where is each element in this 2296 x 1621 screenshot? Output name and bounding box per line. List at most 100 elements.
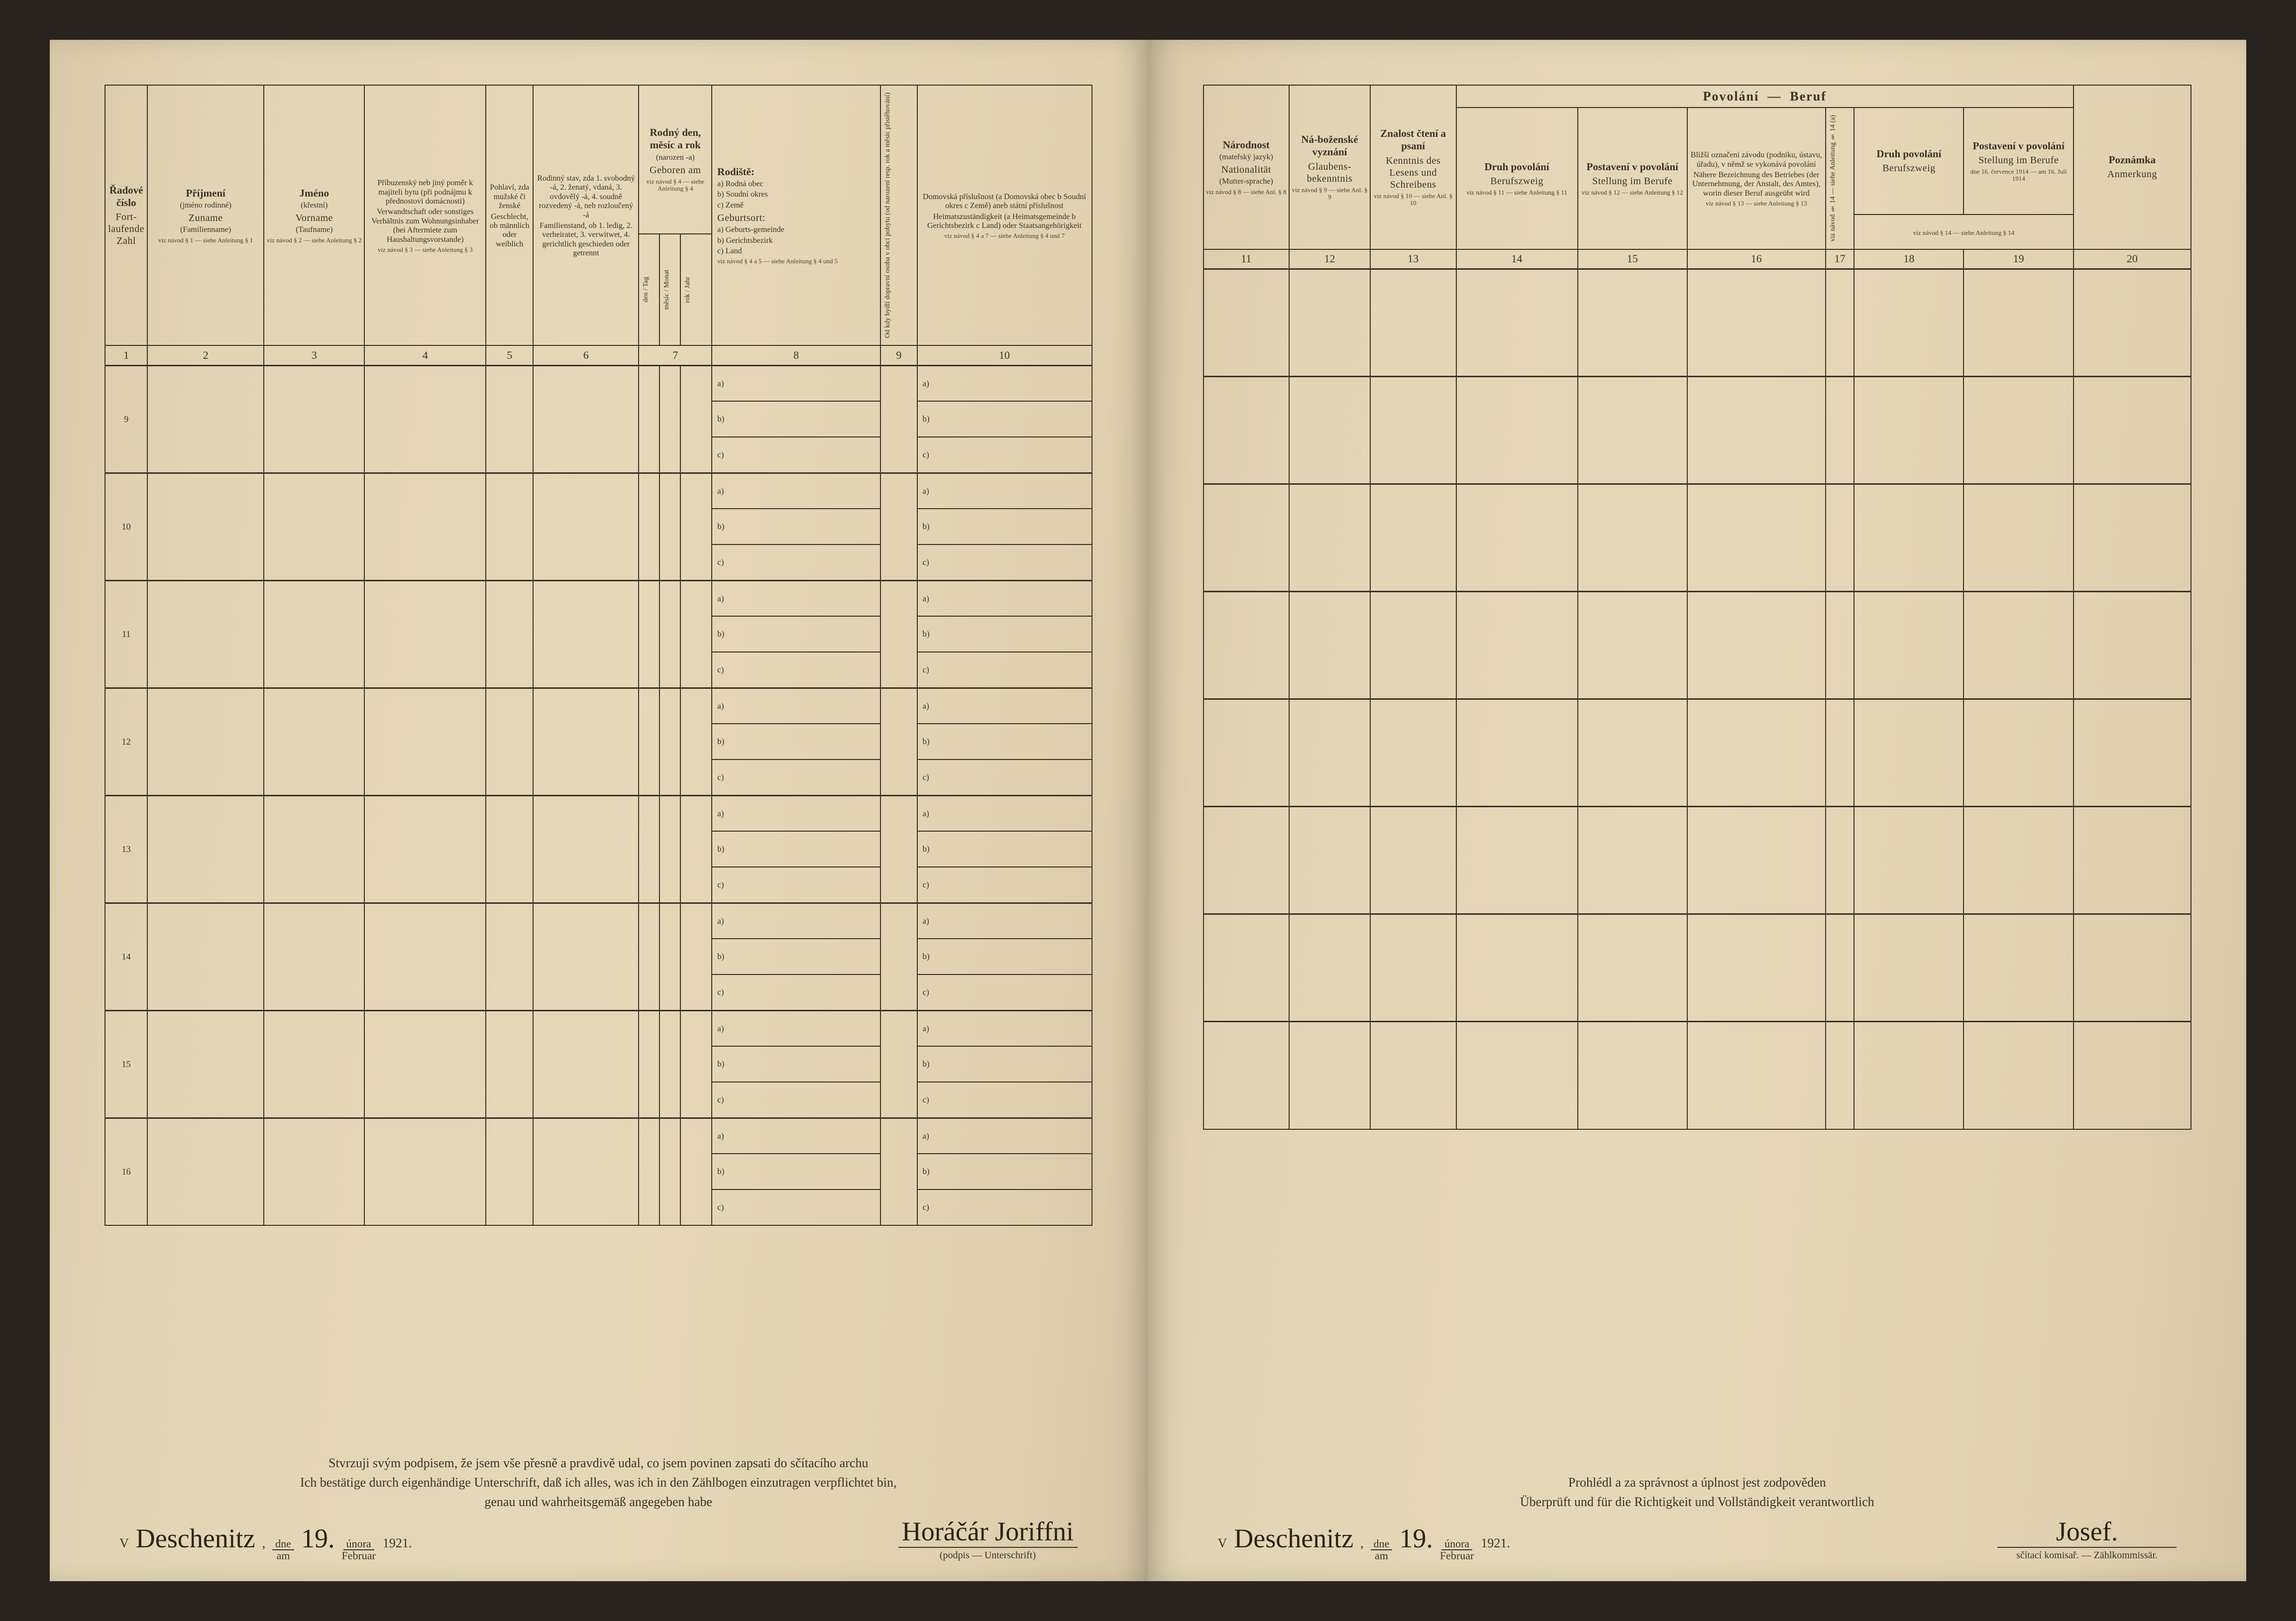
table-row: 12a)a) xyxy=(105,688,1092,724)
cell xyxy=(1578,807,1687,914)
cell xyxy=(1964,592,2073,699)
cell xyxy=(1203,269,1290,377)
left-body: 9a)a)b)b)c)c)10a)a)b)b)c)c)11a)a)b)b)c)c… xyxy=(105,365,1092,1225)
cell xyxy=(1456,377,1578,484)
col2-head: Příjmení (jméno rodinné) Zuname (Familie… xyxy=(147,85,264,345)
n5: 5 xyxy=(486,345,533,365)
col11-head: Národnost (mateřský jazyk) Nationalität … xyxy=(1203,85,1290,249)
header-row-right-1: Národnost (mateřský jazyk) Nationalität … xyxy=(1203,85,2191,108)
subrow-label: c) xyxy=(712,867,880,903)
subrow-label: c) xyxy=(712,544,880,580)
cell xyxy=(147,688,264,795)
cell xyxy=(533,365,639,473)
cell xyxy=(1826,807,1855,914)
cell xyxy=(2074,592,2191,699)
n2: 2 xyxy=(147,345,264,365)
cell xyxy=(680,903,712,1010)
subrow-label-2: c) xyxy=(917,652,1092,688)
subrow-label-2: c) xyxy=(917,544,1092,580)
cell xyxy=(680,688,712,795)
footer-left-l3: genau und wahrheitsgemäß angegeben habe xyxy=(139,1492,1058,1512)
footer-left-l1: Stvrzuji svým podpisem, že jsem vše přes… xyxy=(139,1453,1058,1473)
subrow-label-2: c) xyxy=(917,1189,1092,1225)
cell xyxy=(880,1010,917,1118)
cell xyxy=(2074,807,2191,914)
cell xyxy=(659,580,680,688)
subrow-label: a) xyxy=(712,1010,880,1046)
cell xyxy=(1826,484,1855,592)
cell xyxy=(680,1010,712,1118)
cell xyxy=(1370,592,1456,699)
cell xyxy=(364,473,486,580)
cell xyxy=(1854,807,1964,914)
col6-head: Rodinný stav, zda 1. svobodný -á, 2. žen… xyxy=(533,85,639,345)
row-number: 12 xyxy=(105,688,147,795)
cell xyxy=(639,473,659,580)
subrow-label-2: c) xyxy=(917,437,1092,473)
cell xyxy=(1370,914,1456,1022)
cell xyxy=(1456,484,1578,592)
col7c: rok / Jahr xyxy=(680,234,712,346)
table-row: 13a)a) xyxy=(105,795,1092,831)
cell xyxy=(1370,484,1456,592)
right-page: Národnost (mateřský jazyk) Nationalität … xyxy=(1148,40,2247,1581)
cell xyxy=(264,365,364,473)
row-number: 15 xyxy=(105,1010,147,1118)
cell xyxy=(264,580,364,688)
cell xyxy=(1964,484,2073,592)
col14-head: Druh povolání Berufszweig viz návod § 11… xyxy=(1456,108,1578,249)
day-right: 19. xyxy=(1399,1523,1433,1554)
table-row xyxy=(1203,914,2191,1022)
table-row xyxy=(1203,592,2191,699)
table-row xyxy=(1203,484,2191,592)
sig-right-block: Josef. sčítací komisař. — Zählkommissär. xyxy=(1997,1516,2177,1561)
col12-head: Ná-boženské vyznání Glaubens-bekenntnis … xyxy=(1289,85,1370,249)
cell xyxy=(264,1010,364,1118)
cell xyxy=(1578,592,1687,699)
cell xyxy=(880,473,917,580)
undersign-left: (podpis — Unterschrift) xyxy=(898,1550,1078,1561)
cell xyxy=(639,1118,659,1225)
day-left: 19. xyxy=(301,1523,335,1554)
cell xyxy=(1203,914,1290,1022)
n8: 8 xyxy=(712,345,880,365)
col13-head: Znalost čtení a psaní Kenntnis des Lesen… xyxy=(1370,85,1456,249)
cell xyxy=(1289,592,1370,699)
col4-head: Příbuzenský neb jiný poměr k majiteli by… xyxy=(364,85,486,345)
undersign-right: sčítací komisař. — Zählkommissär. xyxy=(1997,1550,2177,1561)
subrow-label-2: c) xyxy=(917,974,1092,1010)
col1-head: Řadové číslo Fort-laufende Zahl xyxy=(105,85,147,345)
cell xyxy=(2074,1022,2191,1129)
row-number: 13 xyxy=(105,795,147,903)
subrow-label: b) xyxy=(712,509,880,544)
col20-head: Poznámka Anmerkung xyxy=(2074,85,2191,249)
cell xyxy=(1370,1022,1456,1129)
col18-head: Druh povolání Berufszweig xyxy=(1854,108,1964,215)
subrow-label: b) xyxy=(712,616,880,652)
footer-left: Stvrzuji svým podpisem, že jsem vše přes… xyxy=(50,1453,1147,1512)
subrow-label: a) xyxy=(712,580,880,616)
cell xyxy=(2074,484,2191,592)
col7-head: Rodný den, měsíc a rok (narozen -a) Gebo… xyxy=(639,85,712,234)
subrow-label: c) xyxy=(712,759,880,795)
cell xyxy=(880,903,917,1010)
cell xyxy=(1964,699,2073,807)
cell xyxy=(1854,914,1964,1022)
cell xyxy=(1370,699,1456,807)
cell xyxy=(264,688,364,795)
cell xyxy=(2074,269,2191,377)
cell xyxy=(639,795,659,903)
cell xyxy=(264,903,364,1010)
cell xyxy=(147,903,264,1010)
subrow-label: b) xyxy=(712,1046,880,1082)
cell xyxy=(147,580,264,688)
table-row xyxy=(1203,269,2191,377)
cell xyxy=(659,1010,680,1118)
col7b: měsíc / Monat xyxy=(659,234,680,346)
page-spread: Řadové číslo Fort-laufende Zahl Příjmení… xyxy=(50,40,2246,1581)
subrow-label-2: b) xyxy=(917,616,1092,652)
cell xyxy=(486,473,533,580)
cell xyxy=(364,1010,486,1118)
n7: 7 xyxy=(639,345,712,365)
census-table-right: Národnost (mateřský jazyk) Nationalität … xyxy=(1203,85,2192,1130)
